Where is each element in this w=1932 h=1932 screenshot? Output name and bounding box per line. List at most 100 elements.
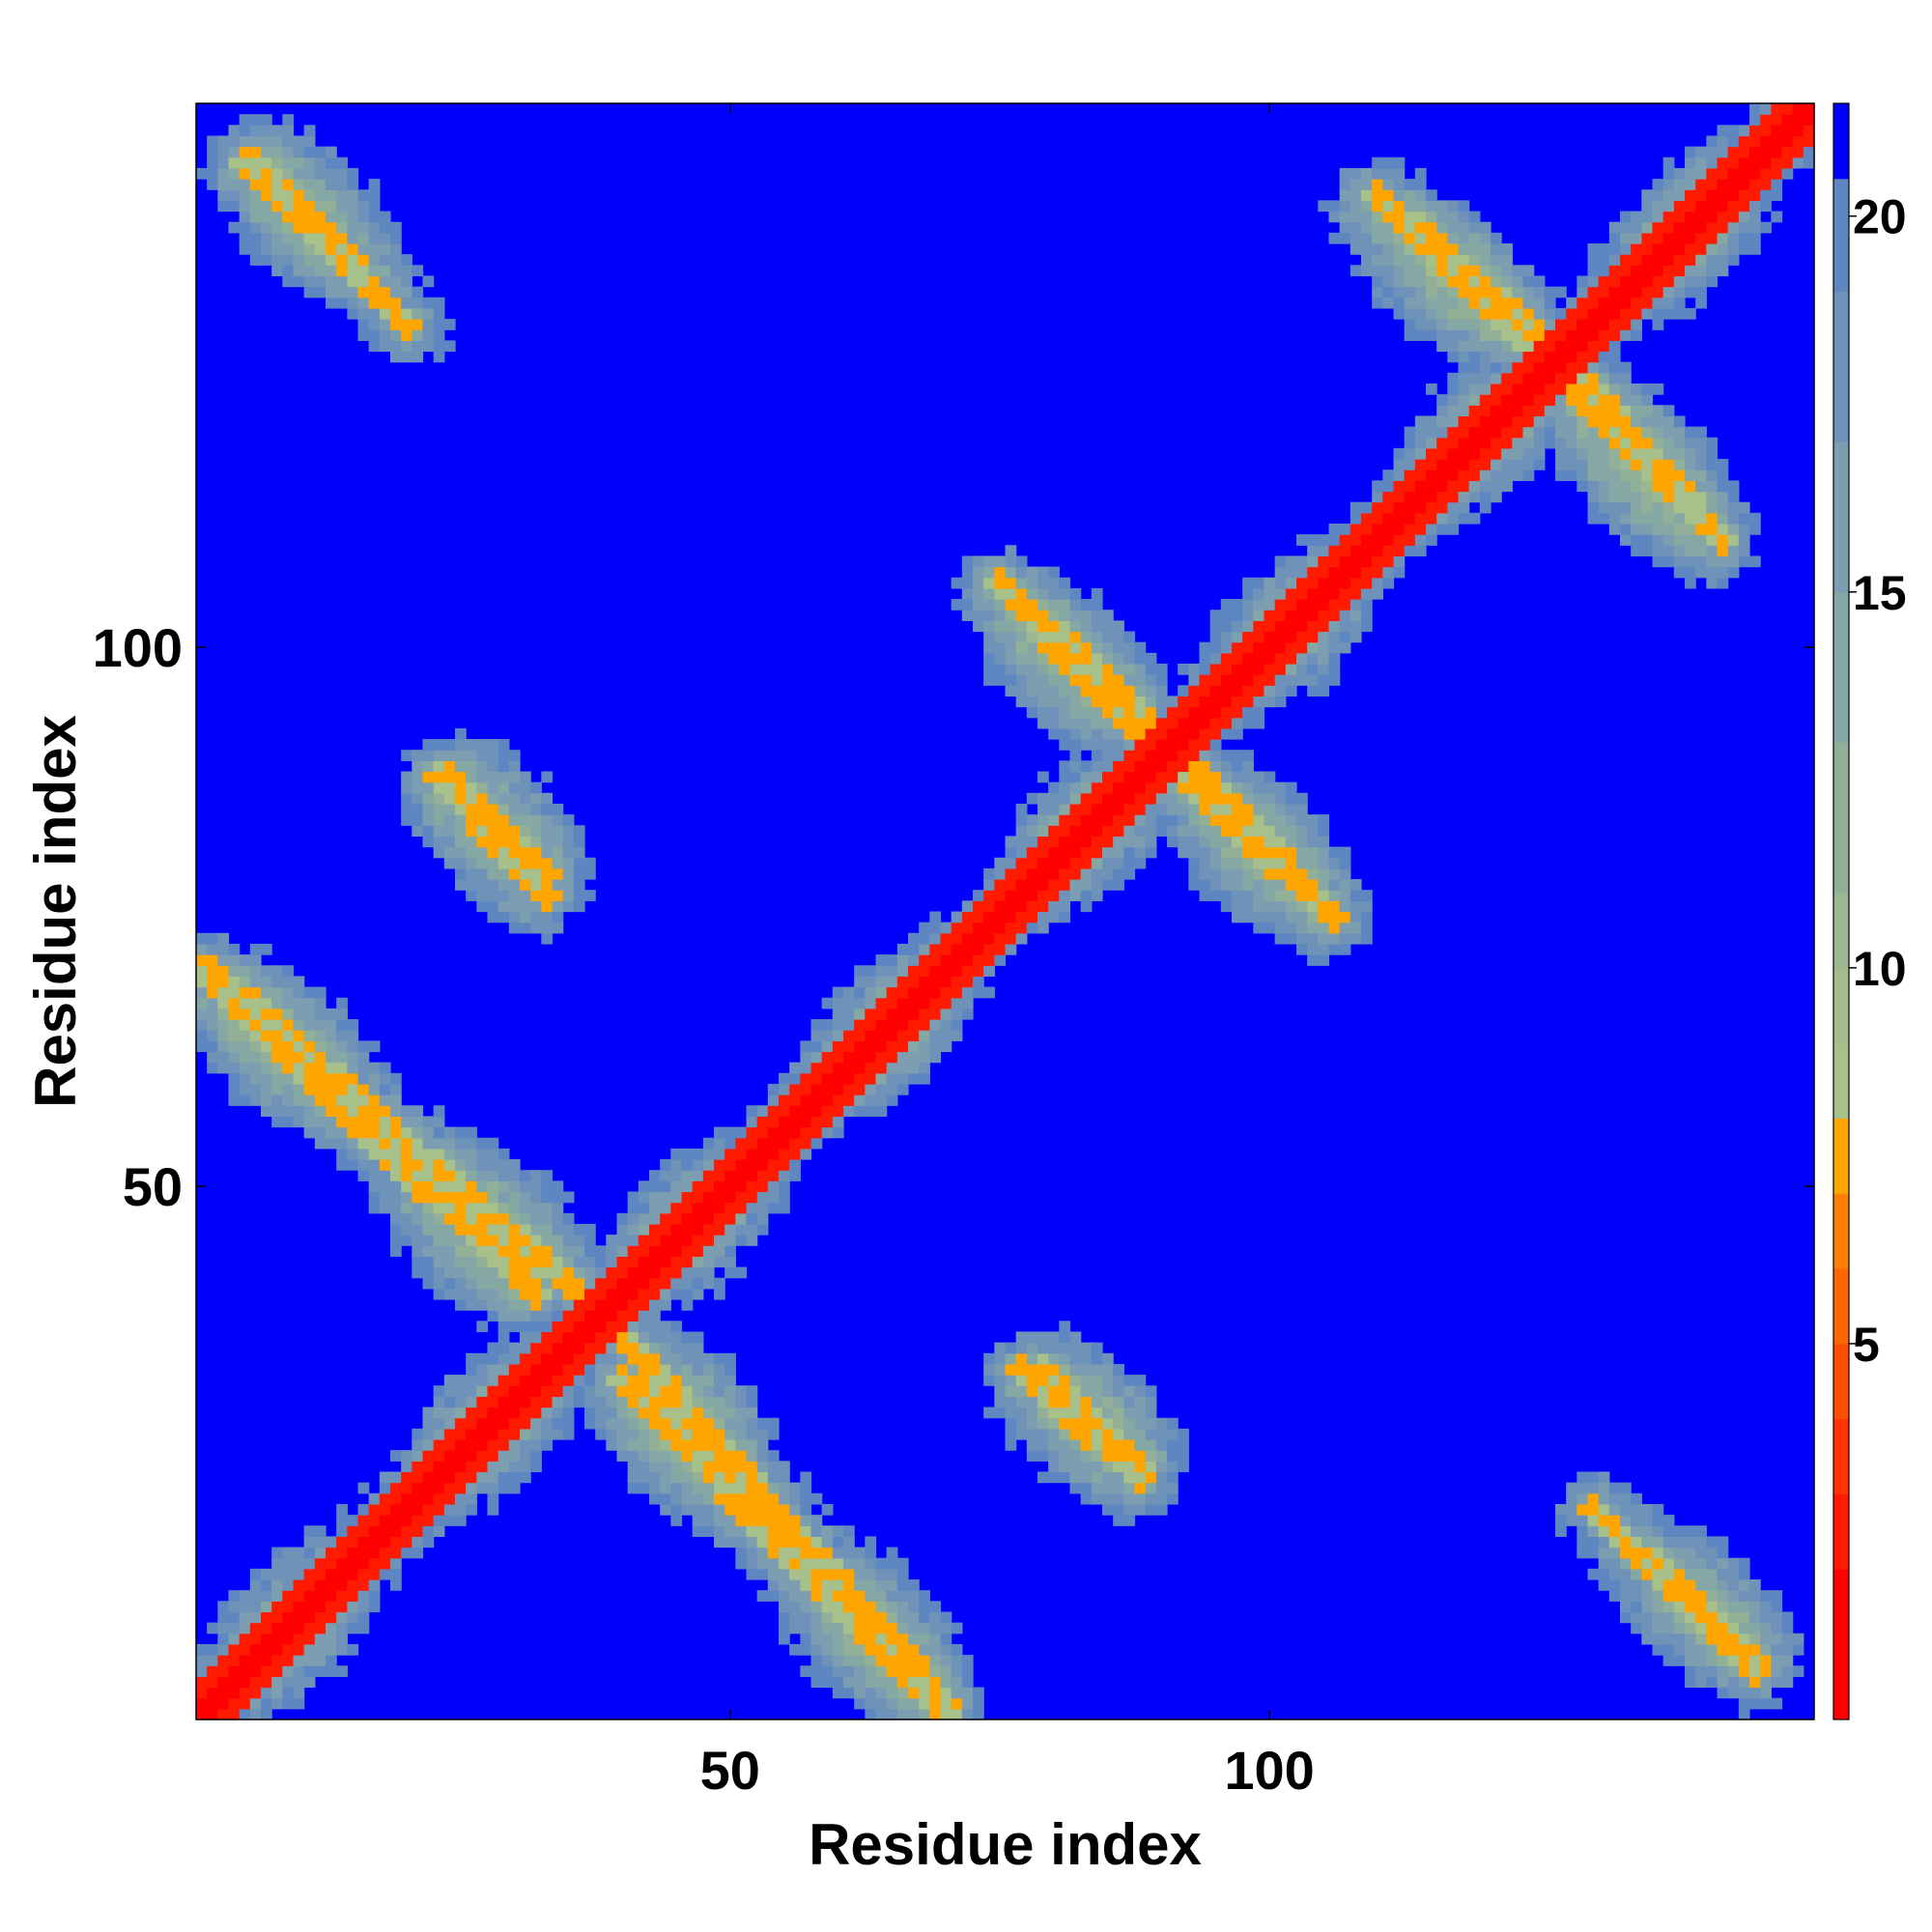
heatmap-cell [1620,469,1632,481]
heatmap-cell [638,1223,650,1236]
heatmap-cell [1479,286,1492,298]
plot-frame [195,102,1815,1720]
heatmap-cell [1102,1450,1114,1462]
heatmap-cell [1069,857,1082,869]
heatmap-cell [217,943,230,955]
heatmap-cell [1673,167,1686,180]
heatmap-cell [1436,447,1448,460]
heatmap-cell [896,1622,909,1634]
heatmap-cell [1792,114,1804,126]
heatmap-cell [961,577,974,589]
heatmap-cell [422,1256,435,1268]
heatmap-cell [487,750,499,761]
heatmap-cell [810,1601,823,1613]
heatmap-cell [1037,1450,1049,1462]
heatmap-cell [1695,265,1707,277]
heatmap-cell [1339,167,1351,180]
heatmap-cell [1458,372,1470,384]
heatmap-cell [854,1008,866,1020]
heatmap-cell [1113,1471,1124,1484]
heatmap-cell [455,1375,467,1386]
heatmap-cell [1652,1590,1664,1602]
heatmap-cell [1134,1503,1147,1516]
heatmap-cell [1749,242,1761,255]
heatmap-cell [1695,1633,1707,1645]
heatmap-cell [1264,836,1276,848]
heatmap-cell [1598,1471,1610,1484]
heatmap-cell [1382,167,1395,180]
heatmap-cell [1274,900,1287,913]
heatmap-cell [1522,329,1535,341]
heatmap-cell [497,1180,510,1193]
heatmap-cell [1749,1590,1761,1602]
heatmap-cell [443,836,456,848]
heatmap-cell [1792,146,1804,158]
heatmap-cell [1522,469,1535,481]
heatmap-cell [530,825,542,838]
heatmap-cell [1393,555,1406,568]
heatmap-cell [455,1288,467,1300]
heatmap-cell [379,340,391,353]
heatmap-cell [1069,836,1082,848]
heatmap-cell [1091,641,1103,654]
heatmap-cell [1220,836,1233,848]
heatmap-cell [1749,167,1761,180]
heatmap-cell [508,1170,521,1181]
heatmap-cell [660,1223,671,1236]
heatmap-cell [1264,641,1276,654]
heatmap-cell [1781,156,1794,169]
heatmap-cell [756,1439,769,1451]
heatmap-cell [1522,351,1535,363]
heatmap-cell [961,997,974,1009]
heatmap-cell [1005,555,1017,568]
heatmap-cell [1760,135,1772,148]
heatmap-cell [249,146,262,158]
heatmap-cell [1005,1385,1017,1397]
heatmap-cell [379,1094,391,1106]
heatmap-cell [1771,135,1783,148]
heatmap-cell [1037,771,1049,783]
heatmap-cell [508,1417,521,1430]
heatmap-cell [1727,1665,1740,1677]
heatmap-cell [336,1148,348,1160]
heatmap-cell [433,1417,445,1430]
heatmap-cell [303,1568,316,1580]
heatmap-cell [1220,599,1233,611]
heatmap-cell [1512,459,1524,470]
heatmap-cell [606,1256,618,1268]
heatmap-cell [1393,179,1406,190]
heatmap-cell [983,1375,995,1386]
heatmap-cell [800,1579,812,1591]
heatmap-cell [670,1375,683,1386]
heatmap-cell [649,1482,661,1494]
heatmap-cell [1436,254,1448,266]
heatmap-cell [1717,1687,1729,1699]
heatmap-cell [832,1655,844,1666]
heatmap-cell [810,1643,823,1656]
heatmap-cell [541,1375,554,1386]
heatmap-cell [638,1439,650,1451]
heatmap-cell [692,1202,704,1214]
heatmap-cell [1673,512,1686,525]
heatmap-cell [767,1116,780,1128]
heatmap-cell [973,1708,984,1720]
heatmap-cell [487,1417,499,1430]
heatmap-cell [217,167,230,180]
heatmap-cell [1685,437,1696,449]
heatmap-cell [670,1223,683,1236]
heatmap-cell [293,232,305,244]
heatmap-cell [1178,836,1189,848]
heatmap-cell [271,1062,283,1074]
heatmap-cell [1706,221,1719,234]
heatmap-cell [412,307,424,320]
heatmap-cell [1059,706,1071,719]
heatmap-cell [1048,1363,1060,1376]
heatmap-cell [520,1385,531,1397]
heatmap-cell [261,943,272,955]
heatmap-cell [1339,179,1351,190]
heatmap-cell [865,1094,877,1106]
heatmap-cell [573,1352,585,1365]
heatmap-cell [1404,480,1416,493]
heatmap-cell [1102,879,1114,891]
heatmap-cell [390,1191,402,1204]
